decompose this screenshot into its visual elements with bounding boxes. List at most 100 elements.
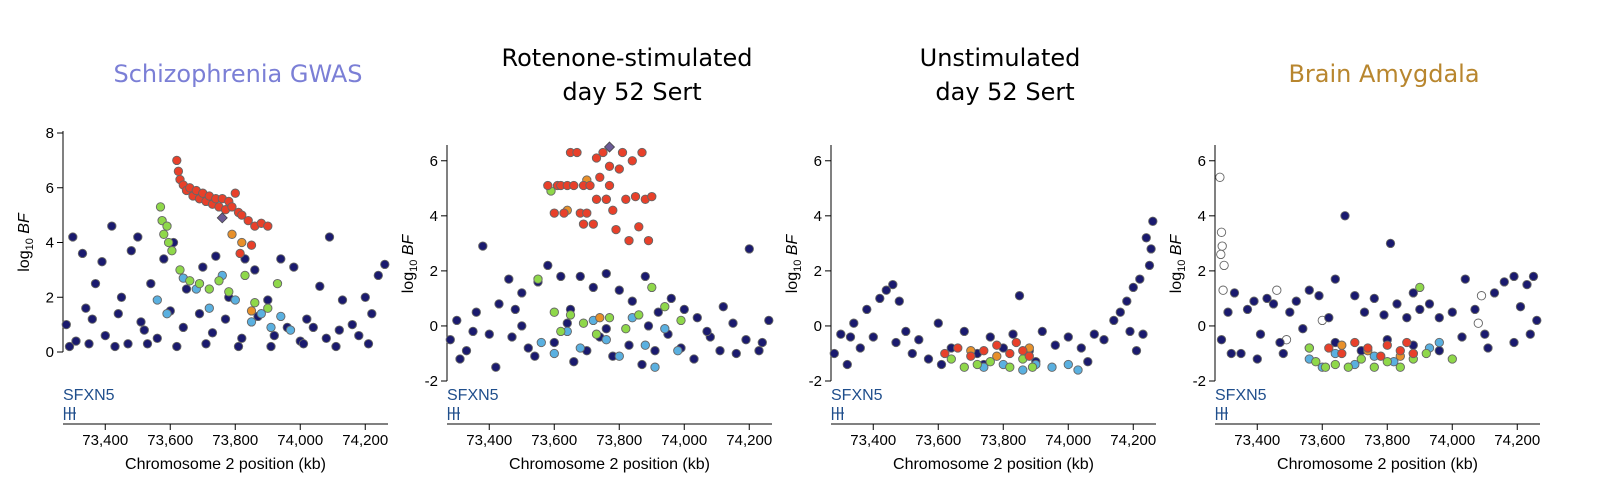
- snp-point: [1395, 362, 1405, 372]
- snp-point: [224, 287, 234, 297]
- x-tick-label: 74,200: [1494, 432, 1540, 449]
- snp-point: [1314, 291, 1324, 301]
- snp-point: [321, 333, 331, 343]
- snp-point: [100, 330, 110, 341]
- snp-point: [1272, 285, 1282, 295]
- snp-point: [68, 232, 78, 242]
- snp-point: [601, 335, 611, 345]
- snp-point: [167, 246, 177, 256]
- snp-point: [627, 296, 637, 306]
- snp-point: [1099, 335, 1109, 345]
- snp-point: [543, 180, 553, 191]
- snp-point: [354, 330, 364, 341]
- snp-point: [1148, 216, 1158, 226]
- snp-point: [298, 339, 309, 349]
- snp-point: [1369, 293, 1379, 304]
- y-tick-label: 6: [430, 153, 438, 170]
- snp-point: [123, 339, 133, 349]
- snp-point: [601, 268, 611, 279]
- snp-point: [87, 314, 97, 324]
- snp-point: [1402, 337, 1412, 348]
- snp-point: [744, 244, 754, 254]
- y-axis-label: log10 BF: [16, 212, 36, 272]
- snp-point: [250, 298, 260, 308]
- snp-point: [1262, 293, 1272, 304]
- snp-point: [914, 335, 924, 345]
- panel-title-line: Brain Amygdala: [1288, 60, 1479, 88]
- snp-point: [888, 279, 898, 290]
- snp-point: [1311, 357, 1321, 367]
- snp-point: [517, 288, 527, 298]
- snp-point: [676, 315, 686, 326]
- snp-point: [237, 210, 247, 220]
- snp-point: [468, 326, 478, 337]
- snp-point: [491, 362, 501, 372]
- snp-point: [71, 336, 81, 346]
- snp-point: [549, 337, 559, 348]
- snp-point: [1343, 362, 1353, 372]
- snp-point: [334, 325, 344, 335]
- snp-point: [992, 340, 1002, 350]
- snp-point: [1382, 340, 1392, 350]
- snp-point: [621, 324, 631, 334]
- y-tick-label: 0: [46, 344, 54, 361]
- snp-point: [940, 348, 950, 359]
- snp-point: [614, 351, 624, 361]
- snp-point: [136, 317, 146, 327]
- snp-point: [634, 222, 644, 232]
- snp-point: [604, 161, 615, 171]
- snp-point: [1014, 291, 1025, 301]
- snp-point: [985, 357, 995, 367]
- snp-point: [1392, 299, 1402, 309]
- snp-point: [1219, 260, 1229, 271]
- y-tick-label: 4: [814, 208, 822, 225]
- snp-point: [1447, 354, 1457, 364]
- snp-point: [1249, 296, 1259, 306]
- x-tick-label: 73,400: [466, 432, 512, 449]
- y-tick-label: 6: [1198, 153, 1206, 170]
- x-tick-label: 74,200: [1110, 432, 1156, 449]
- snp-point: [536, 337, 546, 348]
- snp-point: [1218, 285, 1228, 295]
- snp-point: [194, 309, 205, 319]
- snp-point: [849, 318, 859, 328]
- snp-point: [1291, 296, 1301, 306]
- snp-point: [1415, 304, 1425, 315]
- snp-point: [445, 335, 455, 345]
- snp-point: [155, 202, 166, 212]
- snp-point: [1242, 304, 1253, 315]
- snp-point: [163, 237, 174, 248]
- snp-point: [985, 332, 995, 342]
- snp-point: [549, 307, 559, 317]
- snp-point: [1330, 274, 1340, 284]
- x-tick-label: 74,000: [277, 432, 323, 449]
- snp-point: [181, 284, 192, 294]
- snp-point: [452, 315, 462, 326]
- snp-point: [1275, 337, 1285, 348]
- y-tick-label: 2: [814, 263, 822, 280]
- snp-point: [1421, 348, 1431, 359]
- snp-point: [1476, 291, 1487, 301]
- x-tick-label: 73,600: [1299, 432, 1345, 449]
- snp-point: [731, 348, 741, 359]
- x-tick-label: 73,400: [850, 432, 896, 449]
- snp-point: [617, 147, 628, 158]
- snp-point: [1141, 233, 1151, 243]
- snp-point: [543, 260, 553, 271]
- snp-point: [256, 309, 266, 319]
- snp-point: [614, 164, 624, 174]
- x-tick-label: 73,400: [1234, 432, 1280, 449]
- snp-point: [1216, 227, 1227, 237]
- snp-point: [595, 172, 605, 182]
- y-axis-label: log10 BF: [1168, 234, 1188, 294]
- snp-point: [276, 311, 286, 322]
- snp-point: [1018, 365, 1028, 375]
- snp-point: [881, 285, 891, 295]
- snp-point: [624, 235, 634, 246]
- snp-point: [959, 326, 969, 337]
- snp-point: [266, 341, 276, 352]
- snp-point: [1215, 172, 1225, 182]
- snp-point: [549, 348, 559, 359]
- snp-point: [621, 194, 631, 204]
- panel-title-line: day 52 Sert: [562, 78, 701, 106]
